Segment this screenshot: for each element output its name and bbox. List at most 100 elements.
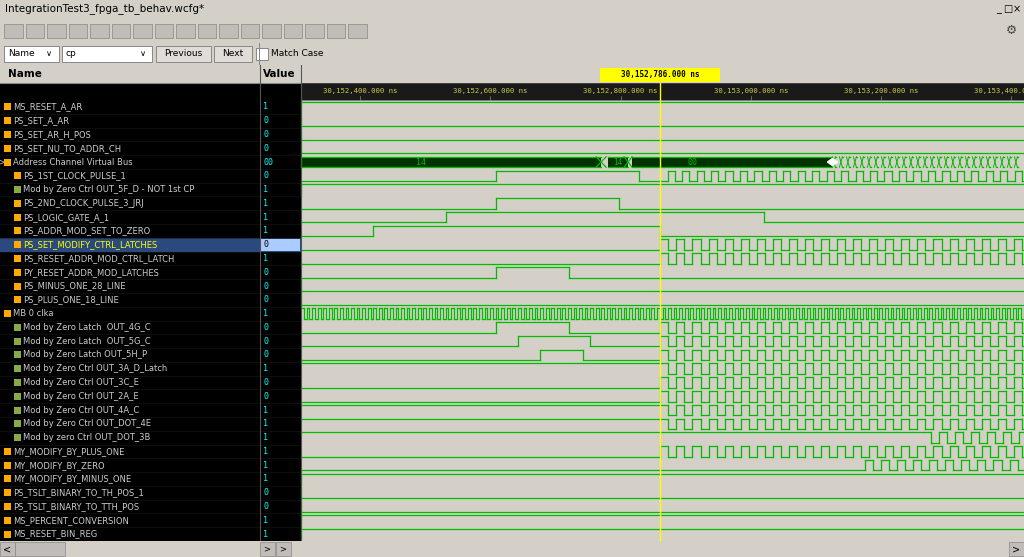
- Text: Mod by Zero Ctrl OUT_4A_C: Mod by Zero Ctrl OUT_4A_C: [23, 405, 139, 414]
- Text: PY_RESET_ADDR_MOD_LATCHES: PY_RESET_ADDR_MOD_LATCHES: [23, 268, 159, 277]
- Bar: [260, 542, 275, 556]
- Text: Mod by Zero Latch OUT_5H_P: Mod by Zero Latch OUT_5H_P: [23, 350, 147, 359]
- Bar: [0, 403, 260, 417]
- Bar: [0, 197, 260, 210]
- Text: 1: 1: [263, 227, 268, 236]
- Bar: [14, 434, 22, 441]
- Bar: [155, 24, 173, 37]
- Bar: [0, 542, 15, 556]
- Bar: [14, 227, 22, 234]
- Bar: [260, 527, 301, 541]
- Bar: [0, 307, 260, 320]
- Text: Name: Name: [8, 69, 42, 79]
- Bar: [632, 157, 833, 167]
- Text: 0: 0: [263, 378, 268, 387]
- Bar: [260, 183, 301, 197]
- Text: MS_PERCENT_CONVERSION: MS_PERCENT_CONVERSION: [13, 516, 129, 525]
- Bar: [0, 389, 260, 403]
- Bar: [14, 214, 22, 221]
- Bar: [0, 265, 260, 279]
- Bar: [14, 365, 22, 372]
- Bar: [0, 500, 260, 514]
- Bar: [0, 65, 260, 541]
- Bar: [14, 200, 22, 207]
- Text: 30,152,800.000 ns: 30,152,800.000 ns: [584, 87, 657, 94]
- Bar: [14, 255, 22, 262]
- Text: 1: 1: [263, 199, 268, 208]
- Bar: [133, 24, 152, 37]
- Text: >: >: [0, 158, 4, 167]
- Text: 1: 1: [263, 419, 268, 428]
- Bar: [0, 238, 260, 252]
- Text: 1: 1: [263, 102, 268, 111]
- Bar: [14, 421, 22, 427]
- Bar: [260, 444, 301, 458]
- Bar: [0, 128, 260, 141]
- Bar: [260, 417, 301, 431]
- Bar: [0, 362, 260, 375]
- Text: 1: 1: [263, 433, 268, 442]
- Text: PS_LOGIC_GATE_A_1: PS_LOGIC_GATE_A_1: [23, 213, 110, 222]
- Bar: [14, 296, 22, 304]
- Bar: [15, 542, 65, 556]
- Text: 00: 00: [687, 158, 697, 167]
- Text: Match Case: Match Case: [271, 50, 324, 58]
- Text: PS_SET_A_AR: PS_SET_A_AR: [13, 116, 69, 125]
- Text: 1: 1: [263, 185, 268, 194]
- Bar: [0, 527, 260, 541]
- Bar: [260, 348, 301, 362]
- Text: 1: 1: [263, 447, 268, 456]
- Text: 1: 1: [263, 213, 268, 222]
- Bar: [1009, 542, 1024, 556]
- Text: 0: 0: [263, 392, 268, 401]
- Text: PS_1ST_CLOCK_PULSE_1: PS_1ST_CLOCK_PULSE_1: [23, 172, 126, 180]
- Bar: [260, 472, 301, 486]
- Bar: [90, 24, 109, 37]
- Bar: [301, 157, 601, 167]
- Bar: [260, 238, 301, 252]
- Bar: [219, 24, 238, 37]
- Bar: [0, 65, 260, 83]
- Bar: [260, 320, 301, 334]
- Text: MB 0 clka: MB 0 clka: [13, 309, 53, 318]
- Text: Mod by zero Ctrl OUT_DOT_3B: Mod by zero Ctrl OUT_DOT_3B: [23, 433, 151, 442]
- Bar: [0, 375, 260, 389]
- Bar: [260, 334, 301, 348]
- Bar: [0, 183, 260, 197]
- Bar: [262, 24, 281, 37]
- Text: 30,152,786.000 ns: 30,152,786.000 ns: [621, 71, 699, 80]
- Text: 1: 1: [263, 364, 268, 373]
- Bar: [47, 24, 66, 37]
- Bar: [260, 279, 301, 293]
- Bar: [0, 224, 260, 238]
- Bar: [0, 141, 260, 155]
- Bar: [4, 489, 11, 496]
- Bar: [4, 159, 11, 165]
- Bar: [14, 186, 22, 193]
- Text: 30,153,200.000 ns: 30,153,200.000 ns: [844, 87, 919, 94]
- Text: Value: Value: [263, 69, 296, 79]
- Bar: [305, 24, 324, 37]
- Bar: [14, 172, 22, 179]
- Text: 0: 0: [263, 130, 268, 139]
- Bar: [4, 46, 59, 62]
- Bar: [260, 375, 301, 389]
- Bar: [260, 514, 301, 527]
- Text: 0: 0: [263, 502, 268, 511]
- Text: MY_MODIFY_BY_PLUS_ONE: MY_MODIFY_BY_PLUS_ONE: [13, 447, 124, 456]
- Text: 1: 1: [263, 405, 268, 414]
- Text: MY_MODIFY_BY_ZERO: MY_MODIFY_BY_ZERO: [13, 461, 104, 470]
- Text: 0: 0: [263, 350, 268, 359]
- Bar: [0, 169, 260, 183]
- Bar: [0, 472, 260, 486]
- Bar: [0, 252, 260, 265]
- Text: Previous: Previous: [164, 50, 202, 58]
- Bar: [14, 282, 22, 290]
- Bar: [260, 100, 301, 114]
- Text: 0: 0: [263, 295, 268, 304]
- Bar: [260, 389, 301, 403]
- Text: 14: 14: [416, 158, 426, 167]
- Bar: [214, 46, 252, 62]
- Bar: [26, 24, 44, 37]
- Bar: [0, 444, 260, 458]
